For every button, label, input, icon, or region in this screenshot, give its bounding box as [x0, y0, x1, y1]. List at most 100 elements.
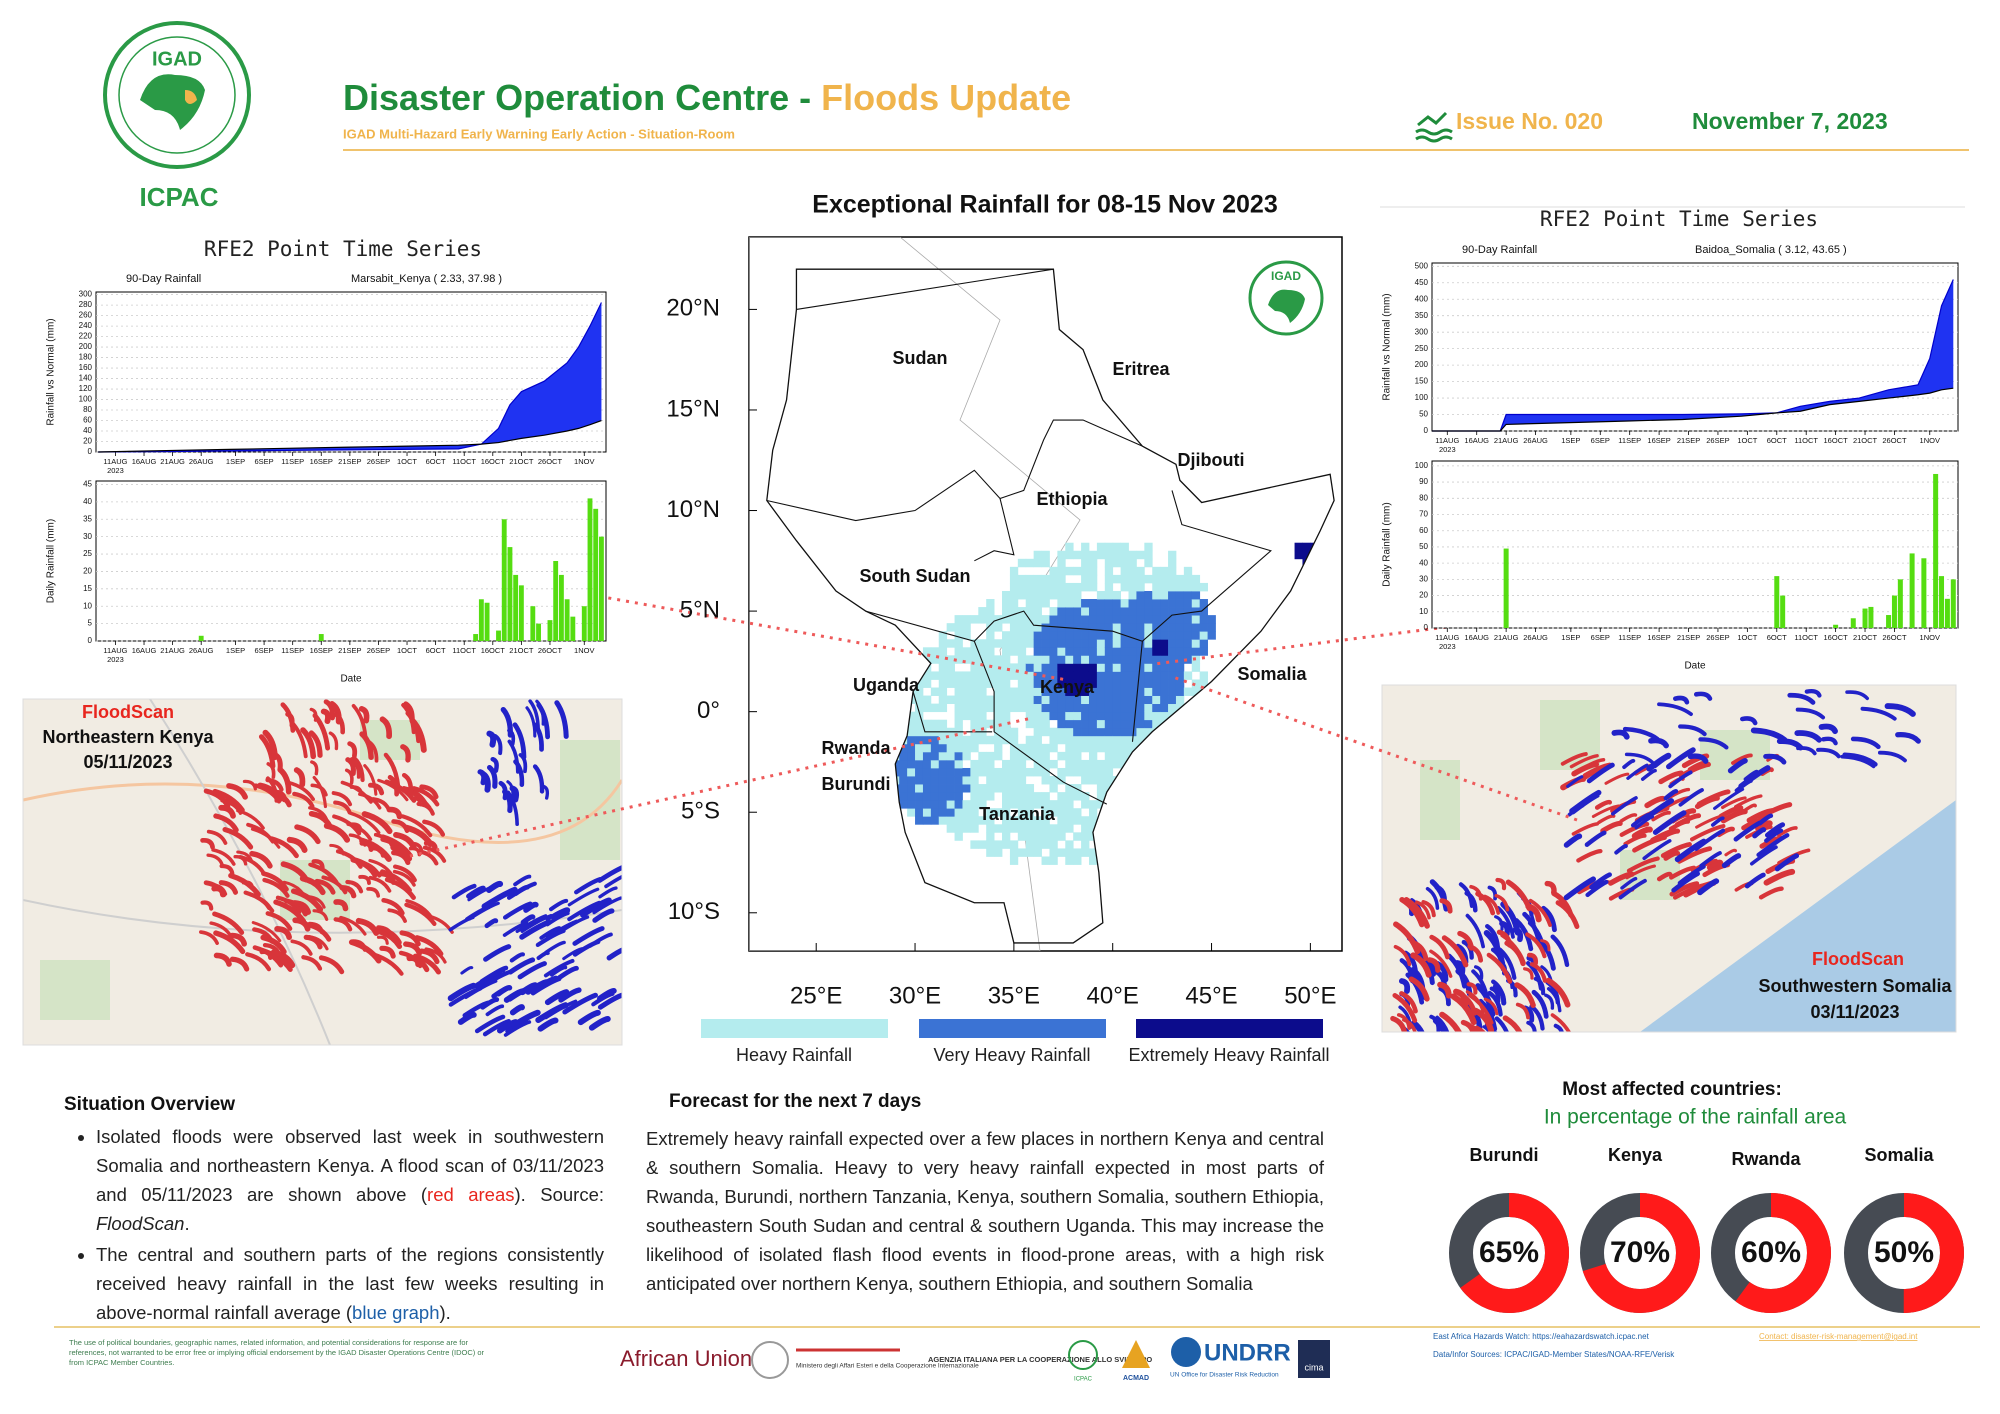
- rain-cell: [1041, 671, 1050, 680]
- rain-cell: [1096, 550, 1106, 560]
- floodscan-region: Northeastern Kenya: [42, 727, 214, 747]
- flood-extent: [243, 890, 275, 913]
- flood-extent: [1393, 921, 1421, 955]
- rain-cell: [1033, 631, 1042, 640]
- rain-cell: [978, 816, 987, 825]
- bar: [581, 606, 587, 641]
- flood-extent: [312, 909, 329, 921]
- rain-cell: [1073, 808, 1082, 817]
- rain-cell: [994, 711, 1003, 721]
- rain-cell: [1065, 566, 1074, 576]
- rain-cell: [1120, 566, 1129, 576]
- flood-extent: [260, 934, 287, 955]
- rain-cell: [978, 735, 987, 745]
- rain-cell: [1088, 767, 1098, 777]
- rain-cell: [1096, 542, 1106, 552]
- x-tick-label: 1SEP: [226, 457, 245, 466]
- connectors: [409, 562, 1947, 858]
- rain-cell: [1120, 735, 1129, 745]
- rain-cell: [1081, 631, 1090, 640]
- rain-cell: [1088, 615, 1098, 624]
- rain-cell: [994, 687, 1003, 696]
- rain-cell: [938, 735, 948, 745]
- rain-cell: [1025, 590, 1035, 600]
- flood-extent: [1694, 828, 1725, 851]
- rain-cell: [978, 719, 987, 729]
- rain-cell: [970, 759, 979, 769]
- rain-cell: [986, 703, 995, 713]
- hazards-watch-link[interactable]: East Africa Hazards Watch: https://eahaz…: [1433, 1332, 1650, 1341]
- rain-cell: [1073, 848, 1082, 857]
- rain-cell: [954, 824, 963, 833]
- rain-cell: [1025, 679, 1035, 688]
- rain-cell: [1041, 679, 1050, 688]
- rain-cell: [1057, 727, 1066, 737]
- rain-cell: [1144, 679, 1153, 688]
- rain-cell: [1073, 816, 1082, 825]
- rain-cell: [1175, 671, 1185, 680]
- flood-extent: [310, 760, 319, 776]
- rain-cell: [1041, 759, 1050, 769]
- rain-cell: [1073, 623, 1082, 632]
- flood-extent: [286, 836, 308, 853]
- contact-link[interactable]: Contact: disaster-risk-management@igad.i…: [1759, 1332, 1918, 1341]
- flood-extent: [347, 741, 358, 759]
- rain-cell: [978, 615, 987, 624]
- flood-extent: [1475, 1025, 1487, 1032]
- rain-cell: [1065, 800, 1074, 809]
- legend-label: Extremely Heavy Rainfall: [1128, 1045, 1329, 1065]
- rain-cell: [1073, 671, 1082, 680]
- y-tick-label: 150: [1415, 377, 1429, 386]
- rain-cell: [1025, 574, 1035, 584]
- rain-cell: [1128, 550, 1137, 560]
- y-tick-label: 0: [88, 636, 93, 645]
- flood-extent: [1672, 882, 1707, 900]
- country-label: Eritrea: [1112, 359, 1170, 379]
- map-body: [749, 237, 1335, 951]
- rain-cell: [907, 784, 916, 793]
- rain-cell: [1112, 759, 1122, 769]
- donut-value: 65%: [1479, 1236, 1539, 1269]
- rain-cell: [1049, 663, 1058, 672]
- rain-cell: [899, 776, 908, 785]
- flood-extent: [1491, 979, 1507, 1005]
- donut-subtitle: In percentage of the rainfall area: [1544, 1106, 1847, 1129]
- rain-cell: [1081, 832, 1090, 841]
- series-line: [98, 302, 602, 453]
- rain-cell: [1160, 631, 1169, 640]
- flood-extent: [1514, 982, 1536, 1008]
- flood-extent: [1426, 957, 1441, 973]
- flood-extent: [258, 734, 276, 769]
- rain-cell: [1009, 703, 1019, 713]
- rain-cell: [1009, 735, 1019, 745]
- rain-cell: [1065, 816, 1074, 825]
- flood-extent: [447, 982, 477, 1002]
- x-axis-label: Date: [1684, 661, 1706, 672]
- donut-group: Most affected countries:In percentage of…: [1449, 1079, 1964, 1313]
- flood-extent: [265, 776, 279, 803]
- series-line: [1432, 387, 1954, 432]
- flood-extent: [457, 1011, 477, 1025]
- donut-label: Kenya: [1608, 1145, 1663, 1165]
- rain-cell: [1199, 615, 1208, 624]
- flood-extent: [484, 918, 499, 929]
- rain-cell: [962, 711, 971, 721]
- flood-extent: [412, 953, 442, 975]
- flood-extent: [290, 939, 313, 956]
- rain-cell: [1057, 695, 1066, 705]
- flood-extent: [1553, 1023, 1564, 1032]
- rain-cell: [938, 647, 948, 656]
- rain-cell: [1017, 759, 1027, 769]
- rain-cell: [978, 840, 987, 849]
- flood-extent: [252, 945, 284, 968]
- rain-cell: [1199, 599, 1208, 608]
- rain-cell: [938, 679, 948, 688]
- chart-subtitle: 90-Day Rainfall: [1462, 244, 1537, 256]
- flood-extent: [1466, 982, 1478, 995]
- rain-cell: [1199, 631, 1208, 640]
- rain-cell: [1183, 687, 1193, 696]
- flood-extent: [1589, 872, 1612, 890]
- rain-cell: [986, 832, 995, 841]
- situation-heading: Situation Overview: [64, 1094, 236, 1115]
